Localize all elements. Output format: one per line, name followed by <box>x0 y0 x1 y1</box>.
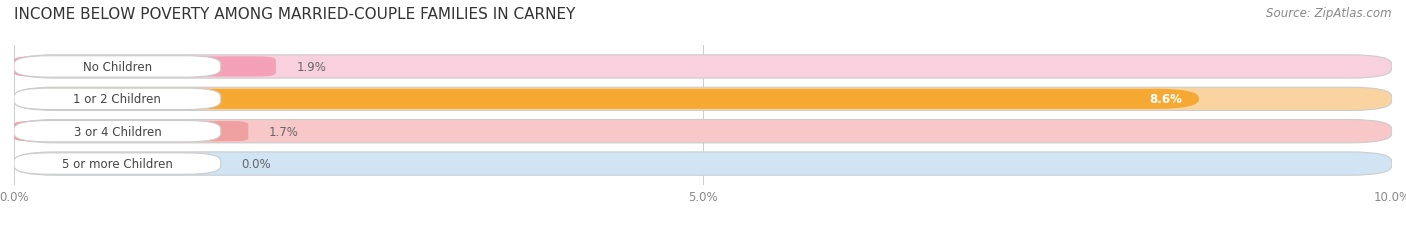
FancyBboxPatch shape <box>14 55 1392 79</box>
FancyBboxPatch shape <box>14 152 1392 176</box>
FancyBboxPatch shape <box>14 153 221 174</box>
Text: Source: ZipAtlas.com: Source: ZipAtlas.com <box>1267 7 1392 20</box>
FancyBboxPatch shape <box>14 88 1392 111</box>
Text: No Children: No Children <box>83 61 152 74</box>
FancyBboxPatch shape <box>14 89 1199 109</box>
FancyBboxPatch shape <box>14 57 276 77</box>
FancyBboxPatch shape <box>14 122 249 142</box>
Text: INCOME BELOW POVERTY AMONG MARRIED-COUPLE FAMILIES IN CARNEY: INCOME BELOW POVERTY AMONG MARRIED-COUPL… <box>14 7 575 22</box>
Text: 1.9%: 1.9% <box>297 61 326 74</box>
Text: 5 or more Children: 5 or more Children <box>62 157 173 170</box>
FancyBboxPatch shape <box>14 89 221 110</box>
Text: 8.6%: 8.6% <box>1150 93 1182 106</box>
Text: 3 or 4 Children: 3 or 4 Children <box>73 125 162 138</box>
Text: 0.0%: 0.0% <box>242 157 271 170</box>
FancyBboxPatch shape <box>14 57 221 78</box>
Text: 1 or 2 Children: 1 or 2 Children <box>73 93 162 106</box>
Text: 1.7%: 1.7% <box>269 125 299 138</box>
FancyBboxPatch shape <box>14 120 1392 143</box>
FancyBboxPatch shape <box>14 121 221 142</box>
